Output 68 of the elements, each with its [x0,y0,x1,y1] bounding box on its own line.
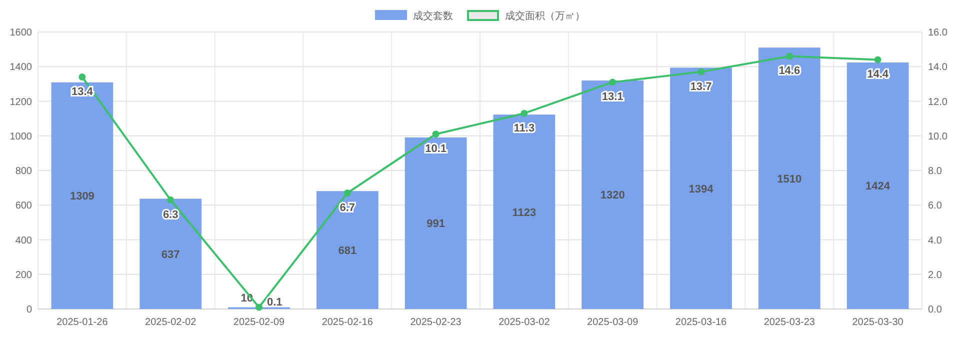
x-tick-label: 2025-02-16 [322,317,374,328]
point [167,196,174,204]
data-label: 1510 [777,173,802,186]
y-tick-label: 800 [15,166,32,177]
point [78,74,86,81]
x-tick-label: 2025-02-23 [410,317,462,328]
data-label: 6.7 [340,202,356,214]
point [344,190,351,197]
data-label: 0.1 [267,296,282,308]
bar [670,68,732,309]
data-label: 1424 [866,180,891,193]
data-label: 1320 [600,190,625,202]
bar [846,62,909,309]
data-label: 10.1 [425,143,447,156]
y2-tick-label: 4.0 [928,235,942,246]
data-label: 681 [338,245,357,258]
legend-label: 成交套数 [413,10,453,22]
y-tick-label: 600 [15,200,32,212]
y-tick-label: 1200 [10,96,32,108]
point [432,130,440,138]
data-label: 1309 [70,190,94,203]
data-label: 13.4 [71,86,94,98]
data-label: 14.4 [867,68,890,81]
x-tick-label: 2025-03-02 [498,317,550,328]
x-tick-label: 2025-03-09 [587,317,639,328]
bar [140,198,202,309]
y-tick-label: 1000 [10,131,32,142]
legend-label: 成交面积（万㎡） [505,10,585,22]
point [520,110,528,117]
data-label: 991 [426,218,445,230]
bar [758,48,820,309]
bar [51,82,114,309]
bar [582,80,644,309]
y-tick-label: 0 [26,304,32,316]
y2-tick-label: 14.0 [928,62,948,74]
data-label: 6.3 [162,208,178,221]
y2-tick-label: 10.0 [928,131,948,142]
y2-tick-label: 0.0 [928,304,942,316]
data-label: 1123 [512,206,536,219]
x-tick-label: 2025-03-23 [764,317,816,328]
point [786,52,793,60]
y-tick-label: 1600 [10,28,32,38]
x-tick-label: 2025-01-26 [56,317,108,328]
y2-tick-label: 16.0 [928,28,948,38]
data-label: 14.6 [778,65,800,78]
point [256,304,262,311]
point [698,68,704,76]
y2-tick-label: 12.0 [928,96,948,108]
y-tick-label: 200 [15,270,32,281]
data-label: 637 [161,248,180,261]
x-tick-label: 2025-02-09 [233,317,286,328]
x-tick-label: 2025-03-30 [852,317,904,328]
y-tick-label: 1400 [10,62,32,74]
x-tick-label: 2025-03-16 [675,317,728,328]
point [609,78,616,86]
y2-tick-label: 6.0 [928,200,942,212]
y2-tick-label: 2.0 [928,270,942,281]
bar [404,137,467,309]
y2-tick-label: 8.0 [928,166,942,177]
y-tick-label: 400 [15,235,32,246]
bar [316,191,378,309]
data-label: 13.1 [602,91,624,104]
data-label: 1394 [688,183,714,196]
data-label: 11.3 [514,122,535,134]
data-label: 13.7 [690,80,712,93]
bar [493,114,556,309]
x-tick-label: 2025-02-02 [145,317,197,328]
point [874,56,882,64]
